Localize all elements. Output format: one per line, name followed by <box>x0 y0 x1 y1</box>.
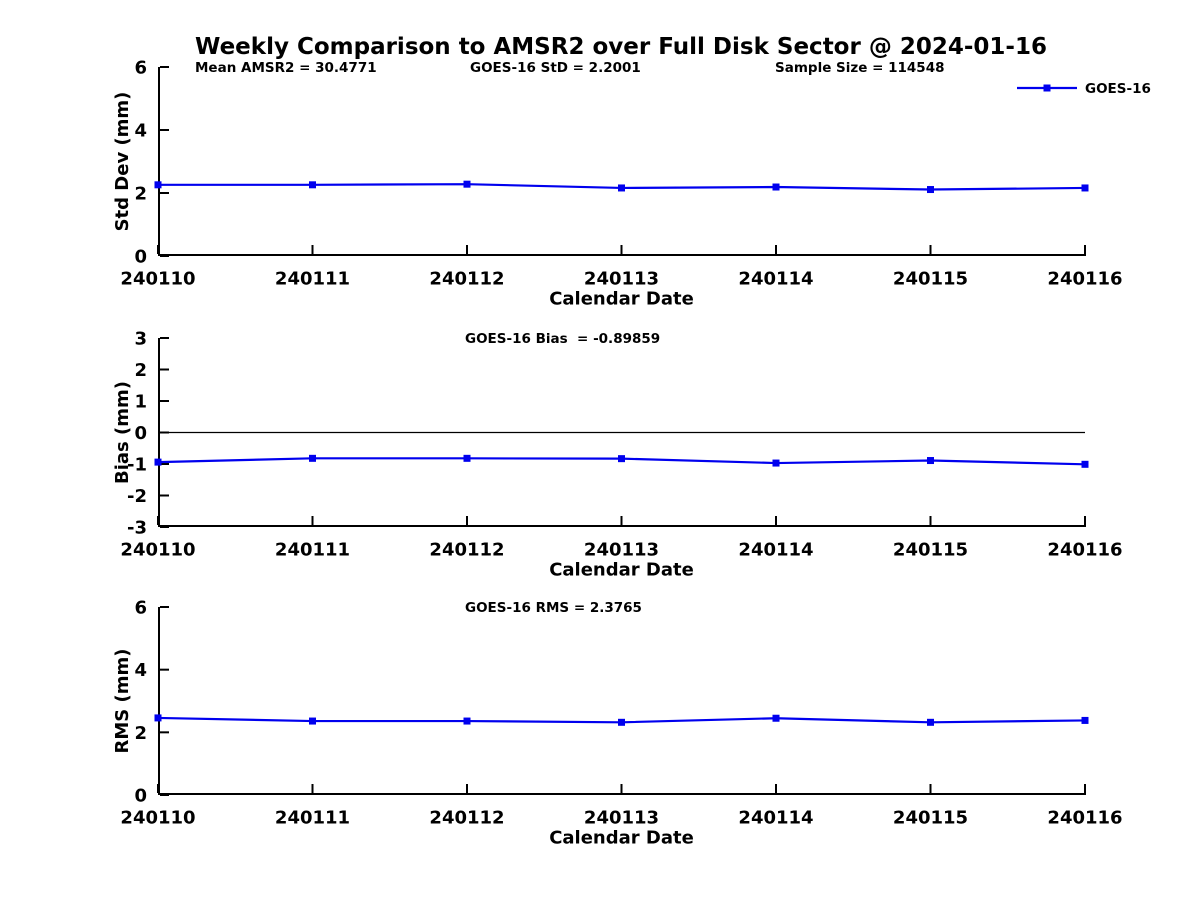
chart-bias: -3 -2 -1 0 1 2 3 240110 240111 240112 240113 240114… <box>112 329 1123 581</box>
x-tick-label: 240110 <box>120 269 195 290</box>
annotation-sample-size: Sample Size = 114548 <box>775 60 944 76</box>
x-tick-label: 240115 <box>893 808 968 829</box>
y-tick-label: 2 <box>134 723 147 744</box>
y-tick-label: 4 <box>134 121 147 142</box>
x-tick-label: 240110 <box>120 808 195 829</box>
data-point-marker <box>618 184 625 192</box>
x-tick-label: 240112 <box>429 269 504 290</box>
x-tick-label: 240111 <box>275 808 350 829</box>
data-point-marker <box>154 714 162 722</box>
x-axis-label: Calendar Date <box>549 560 694 581</box>
legend-label: GOES-16 <box>1085 81 1151 97</box>
data-point-marker <box>772 183 780 191</box>
data-point-marker <box>463 180 471 188</box>
x-tick-label: 240116 <box>1047 269 1122 290</box>
chart-annotation: GOES-16 RMS = 2.3765 <box>465 600 642 616</box>
data-point-marker <box>463 454 471 462</box>
legend: GOES-16 <box>1017 81 1151 97</box>
data-point-marker <box>927 718 934 726</box>
data-point-marker <box>463 717 471 725</box>
x-tick-label: 240116 <box>1047 808 1122 829</box>
y-tick-label: 6 <box>134 58 147 79</box>
chart-std-dev: 0 2 4 6 240110 240111 240112 240113 240114 240115… <box>112 58 1123 310</box>
y-axis-label: Std Dev (mm) <box>112 92 133 232</box>
x-tick-label: 240110 <box>120 540 195 561</box>
data-point-marker <box>309 454 316 462</box>
annotation-mean-amsr2: Mean AMSR2 = 30.4771 <box>195 60 377 76</box>
y-tick-label: 2 <box>134 360 147 381</box>
data-point-marker <box>772 459 780 467</box>
figure-title: Weekly Comparison to AMSR2 over Full Dis… <box>195 34 1047 60</box>
x-tick-label: 240115 <box>893 269 968 290</box>
data-point-marker <box>927 186 934 194</box>
y-tick-label: -2 <box>127 486 147 507</box>
y-tick-label: 1 <box>134 392 147 413</box>
x-tick-label: 240112 <box>429 540 504 561</box>
data-point-marker <box>618 718 625 726</box>
data-point-marker <box>1081 460 1089 468</box>
data-point-marker <box>927 457 934 465</box>
chart-annotation: GOES-16 Bias = -0.89859 <box>465 331 660 347</box>
x-axis-label: Calendar Date <box>549 828 694 849</box>
legend-marker-icon <box>1043 84 1051 92</box>
y-tick-label: 4 <box>134 660 147 681</box>
data-point-marker <box>154 181 162 189</box>
x-tick-label: 240113 <box>584 808 659 829</box>
y-tick-label: 0 <box>134 247 147 268</box>
y-axis-label: Bias (mm) <box>112 381 133 484</box>
y-tick-label: -1 <box>127 455 147 476</box>
y-axis-label: RMS (mm) <box>112 649 133 754</box>
chart-rms: 0 2 4 6 240110 240111 240112 240113 240114 240115… <box>112 598 1123 849</box>
y-tick-label: 0 <box>134 423 147 444</box>
y-tick-label: -3 <box>127 518 147 539</box>
y-tick-label: 3 <box>134 329 147 350</box>
annotation-goes16-std: GOES-16 StD = 2.2001 <box>470 60 641 76</box>
x-tick-label: 240114 <box>738 808 813 829</box>
x-tick-label: 240116 <box>1047 540 1122 561</box>
data-point-marker <box>1081 716 1089 724</box>
x-axis-label: Calendar Date <box>549 289 694 310</box>
data-point-marker <box>309 717 316 725</box>
x-tick-label: 240112 <box>429 808 504 829</box>
x-tick-label: 240111 <box>275 269 350 290</box>
data-point-marker <box>154 458 162 466</box>
y-tick-label: 2 <box>134 184 147 205</box>
x-tick-label: 240115 <box>893 540 968 561</box>
x-tick-label: 240114 <box>738 540 813 561</box>
x-tick-label: 240113 <box>584 540 659 561</box>
data-point-marker <box>772 714 780 722</box>
data-point-marker <box>1081 184 1089 192</box>
y-tick-label: 0 <box>134 786 147 807</box>
x-tick-label: 240113 <box>584 269 659 290</box>
y-tick-label: 6 <box>134 598 147 619</box>
data-point-marker <box>309 181 316 189</box>
data-point-marker <box>618 455 625 463</box>
x-tick-label: 240114 <box>738 269 813 290</box>
x-tick-label: 240111 <box>275 540 350 561</box>
